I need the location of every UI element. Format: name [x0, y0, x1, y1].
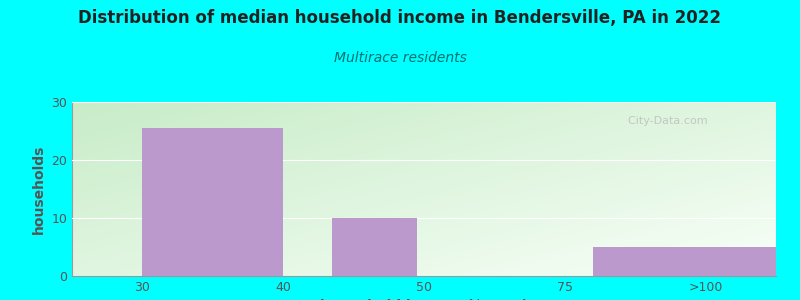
Bar	[142, 128, 283, 276]
Bar	[333, 218, 417, 276]
Y-axis label: households: households	[32, 144, 46, 234]
Text: Distribution of median household income in Bendersville, PA in 2022: Distribution of median household income …	[78, 9, 722, 27]
Text: City-Data.com: City-Data.com	[621, 116, 708, 126]
Text: Multirace residents: Multirace residents	[334, 51, 466, 65]
Bar	[593, 247, 776, 276]
X-axis label: household income ($1000): household income ($1000)	[320, 299, 528, 300]
